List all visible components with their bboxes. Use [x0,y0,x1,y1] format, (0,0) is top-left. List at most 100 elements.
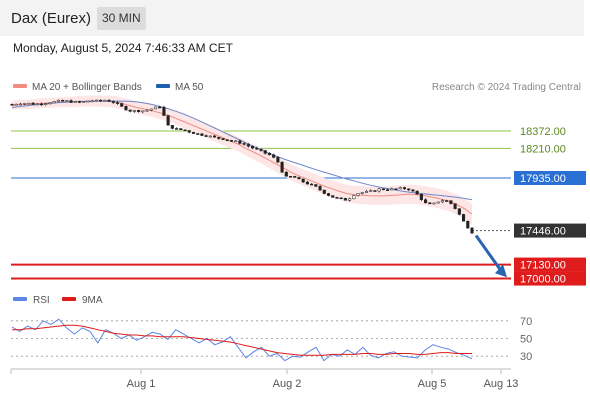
timestamp: Monday, August 5, 2024 7:46:33 AM CET [13,41,233,55]
support-level-tag [514,271,586,286]
candle-body [457,208,461,215]
candle-body [390,188,394,191]
candle-body [449,200,453,204]
candle-body [251,146,255,149]
rsi-tick-label: 70 [520,316,532,328]
candle-body [145,109,149,112]
candle-body [52,101,56,104]
candle-body [432,202,436,205]
candle-body [238,140,242,144]
candle-body [267,153,271,156]
candle-body [10,104,14,106]
candle-body [179,128,183,131]
candle-body [272,154,276,158]
candle-body [221,138,225,140]
candle-body [217,136,221,139]
candle-body [348,198,352,201]
candle-body [402,187,407,190]
candle-body [415,190,419,195]
candle-body [343,198,347,201]
candle-body [398,187,402,190]
candle-body [301,178,305,183]
candle-body [411,189,415,192]
candle-body [73,101,77,103]
candle-body [305,181,309,185]
candle-body [111,101,115,103]
candle-body [259,148,263,151]
interval-button[interactable]: 30 MIN [97,7,146,30]
candle-body [288,176,293,178]
bollinger-legend-label: MA 20 + Bollinger Bands [32,82,142,93]
candle-body [213,135,217,138]
support-level-label: 17000.00 [520,274,566,286]
candle-body [35,103,39,106]
candle-body [466,220,470,229]
x-axis-tick-label: Aug 1 [127,378,156,390]
candle-body [407,188,411,191]
candle-body [86,100,90,103]
candle-body [225,139,229,141]
candle-body [149,108,153,111]
candle-body [234,140,238,143]
candle-body [107,99,111,102]
candle-body [204,135,208,137]
candle-body [339,197,343,200]
forecast-arrow [474,234,502,271]
candle-body [284,171,288,177]
candle-body [120,103,124,107]
rsi-legend-swatch [13,297,27,301]
candle-body [141,110,145,113]
candle-body [82,101,86,103]
candle-body [65,100,69,102]
candle-body [297,177,301,180]
candle-body [242,143,246,145]
candle-body [445,200,449,202]
candle-body [293,176,297,178]
rsi-tick-label: 50 [520,334,532,346]
candle-body [94,99,98,102]
candle-body [364,190,369,193]
current-level-tag [514,223,586,238]
candle-body [373,190,377,192]
rsi-tick-label: 30 [520,351,532,363]
candle-body [369,190,373,192]
candle-body [352,195,356,200]
rsi-ma-line [12,324,472,356]
candle-body [381,188,385,191]
candle-body [103,99,107,102]
ma50-legend-swatch [156,84,170,88]
candle-body [48,102,52,105]
current-level-label: 17446.00 [520,226,566,238]
candle-body [196,133,200,135]
candle-body [166,115,170,126]
rsi-ma-legend-swatch [62,297,76,301]
candle-body [440,200,445,203]
forecast-arrow-head [495,264,507,278]
candle-body [356,193,360,196]
candle-body [263,150,267,154]
candle-body [27,102,31,105]
candle-body [183,129,187,132]
candle-body [208,135,212,138]
candle-body [419,193,423,200]
candle-body [326,193,331,196]
candle-body [436,201,440,204]
candle-body [386,189,390,191]
candle-body [470,227,474,234]
candle-body [18,103,22,106]
candle-body [314,184,318,187]
candle-body [56,99,60,102]
candle-body [14,103,18,106]
candle-body [23,103,27,105]
candle-body [124,106,128,111]
candle-body [280,161,284,173]
candle-body [99,99,103,102]
candle-body [331,195,335,198]
candle-body [128,109,132,112]
resistance-level-label: 18372.00 [520,126,566,138]
candle-body [77,101,82,103]
candle-body [318,186,322,191]
candle-body [170,125,174,129]
candle-body [246,144,250,147]
